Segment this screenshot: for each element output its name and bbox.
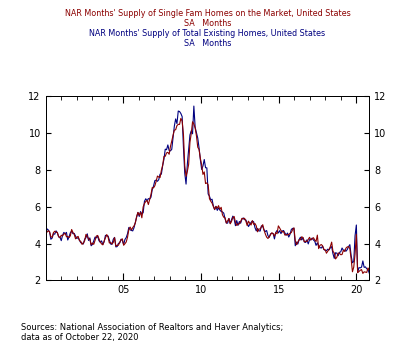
Text: NAR Months' Supply of Total Existing Homes, United States: NAR Months' Supply of Total Existing Hom… <box>90 29 325 38</box>
Text: SA   Months: SA Months <box>184 19 231 28</box>
Text: Sources: National Association of Realtors and Haver Analytics;
data as of Octobe: Sources: National Association of Realtor… <box>21 323 283 342</box>
Text: NAR Months' Supply of Single Fam Homes on the Market, United States: NAR Months' Supply of Single Fam Homes o… <box>65 9 350 17</box>
Text: SA   Months: SA Months <box>184 39 231 48</box>
